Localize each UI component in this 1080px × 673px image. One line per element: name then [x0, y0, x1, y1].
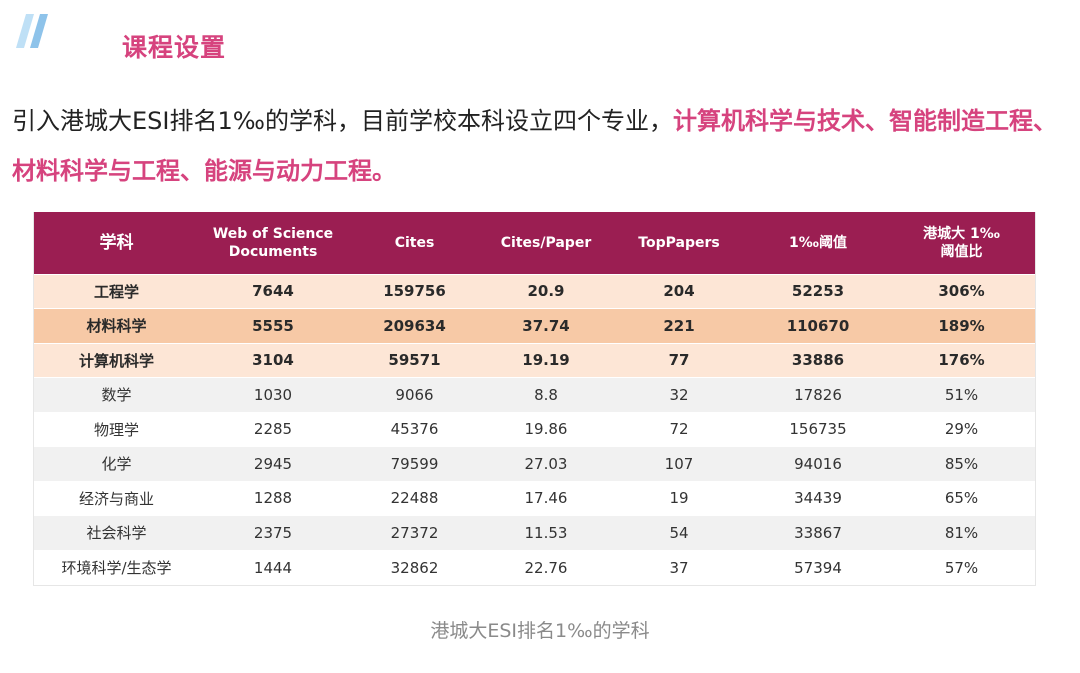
- table-row: 工程学 7644 159756 20.9 204 52253 306%: [34, 273, 1035, 309]
- cell-subject: 工程学: [34, 273, 199, 309]
- header-top-papers: TopPapers: [638, 234, 720, 251]
- cell-threshold: 110670: [748, 308, 888, 343]
- cell-top-papers: 107: [610, 446, 748, 481]
- intro-paragraph: 引入港城大ESI排名1‰的学科，目前学校本科设立四个专业，计算机科学与技术、智能…: [12, 96, 1072, 196]
- cell-cites: 45376: [347, 411, 482, 447]
- cell-cites-per-paper: 37.74: [482, 308, 610, 343]
- cell-ratio: 57%: [888, 549, 1035, 585]
- header-ratio: 港城大 1‰ 阈值比: [923, 225, 1000, 260]
- cell-documents: 2285: [199, 411, 347, 447]
- cell-top-papers: 72: [610, 411, 748, 447]
- cell-threshold: 156735: [748, 411, 888, 447]
- cell-cites: 59571: [347, 342, 482, 378]
- cell-ratio: 85%: [888, 446, 1035, 481]
- cell-threshold: 52253: [748, 273, 888, 309]
- esi-table-container: 学科 Web of Science Documents Cites Cites/…: [33, 212, 1036, 586]
- cell-documents: 5555: [199, 308, 347, 343]
- table-header-row: 学科 Web of Science Documents Cites Cites/…: [34, 212, 1035, 274]
- cell-threshold: 57394: [748, 549, 888, 585]
- intro-text: 引入港城大ESI排名1‰的学科，目前学校本科设立四个专业，: [12, 107, 673, 135]
- cell-ratio: 51%: [888, 377, 1035, 412]
- header-cites-per-paper: Cites/Paper: [500, 234, 592, 251]
- cell-top-papers: 19: [610, 480, 748, 516]
- cell-threshold: 33886: [748, 342, 888, 378]
- cell-threshold: 34439: [748, 480, 888, 516]
- cell-cites: 79599: [347, 446, 482, 481]
- cell-top-papers: 221: [610, 308, 748, 343]
- cell-cites-per-paper: 20.9: [482, 273, 610, 309]
- table-caption: 港城大ESI排名1‰的学科: [430, 620, 650, 642]
- cell-cites-per-paper: 22.76: [482, 549, 610, 585]
- header-threshold: 1‰阈值: [789, 234, 847, 251]
- cell-cites: 9066: [347, 377, 482, 412]
- cell-ratio: 81%: [888, 515, 1035, 550]
- table-row: 数学 1030 9066 8.8 32 17826 51%: [34, 377, 1035, 412]
- table-row: 材料科学 5555 209634 37.74 221 110670 189%: [34, 308, 1035, 343]
- cell-top-papers: 77: [610, 342, 748, 378]
- cell-cites-per-paper: 19.86: [482, 411, 610, 447]
- header-cites: Cites: [394, 234, 435, 251]
- cell-cites-per-paper: 11.53: [482, 515, 610, 550]
- cell-ratio: 306%: [888, 273, 1035, 309]
- cell-cites: 209634: [347, 308, 482, 343]
- cell-subject: 环境科学/生态学: [34, 549, 199, 585]
- cell-documents: 7644: [199, 273, 347, 309]
- cell-subject: 计算机科学: [34, 342, 199, 378]
- cell-top-papers: 204: [610, 273, 748, 309]
- cell-subject: 社会科学: [34, 515, 199, 550]
- section-title: 课程设置: [122, 33, 227, 62]
- header-documents: Web of Science Documents: [212, 225, 334, 260]
- cell-subject: 化学: [34, 446, 199, 481]
- cell-top-papers: 37: [610, 549, 748, 585]
- cell-cites-per-paper: 8.8: [482, 377, 610, 412]
- cell-cites-per-paper: 27.03: [482, 446, 610, 481]
- cell-subject: 材料科学: [34, 308, 199, 343]
- cell-threshold: 17826: [748, 377, 888, 412]
- cell-subject: 经济与商业: [34, 480, 199, 516]
- intro-highlight: 计算机科学与技术、智能制造工程、材料科学与工程、能源与动力工程。: [12, 107, 1057, 185]
- cell-documents: 3104: [199, 342, 347, 378]
- table-row: 物理学 2285 45376 19.86 72 156735 29%: [34, 411, 1035, 447]
- cell-ratio: 65%: [888, 480, 1035, 516]
- cell-cites-per-paper: 17.46: [482, 480, 610, 516]
- table-body: 工程学 7644 159756 20.9 204 52253 306% 材料科学 5555 209…: [34, 273, 1035, 585]
- cell-ratio: 189%: [888, 308, 1035, 343]
- cell-cites: 22488: [347, 480, 482, 516]
- slash-decoration-icon: [16, 14, 48, 48]
- table-row: 计算机科学 3104 59571 19.19 77 33886 176%: [34, 342, 1035, 378]
- header-subject: 学科: [99, 232, 134, 253]
- table-row: 化学 2945 79599 27.03 107 94016 85%: [34, 446, 1035, 481]
- cell-documents: 1288: [199, 480, 347, 516]
- cell-ratio: 176%: [888, 342, 1035, 378]
- cell-subject: 物理学: [34, 411, 199, 447]
- table-row: 社会科学 2375 27372 11.53 54 33867 81%: [34, 515, 1035, 550]
- cell-threshold: 33867: [748, 515, 888, 550]
- cell-top-papers: 32: [610, 377, 748, 412]
- esi-table: 学科 Web of Science Documents Cites Cites/…: [34, 212, 1035, 585]
- cell-documents: 2945: [199, 446, 347, 481]
- cell-top-papers: 54: [610, 515, 748, 550]
- cell-documents: 2375: [199, 515, 347, 550]
- table-row: 经济与商业 1288 22488 17.46 19 34439 65%: [34, 480, 1035, 516]
- cell-ratio: 29%: [888, 411, 1035, 447]
- cell-cites-per-paper: 19.19: [482, 342, 610, 378]
- cell-documents: 1030: [199, 377, 347, 412]
- cell-threshold: 94016: [748, 446, 888, 481]
- table-row: 环境科学/生态学 1444 32862 22.76 37 57394 57%: [34, 549, 1035, 585]
- cell-subject: 数学: [34, 377, 199, 412]
- cell-cites: 159756: [347, 273, 482, 309]
- cell-cites: 27372: [347, 515, 482, 550]
- cell-documents: 1444: [199, 549, 347, 585]
- cell-cites: 32862: [347, 549, 482, 585]
